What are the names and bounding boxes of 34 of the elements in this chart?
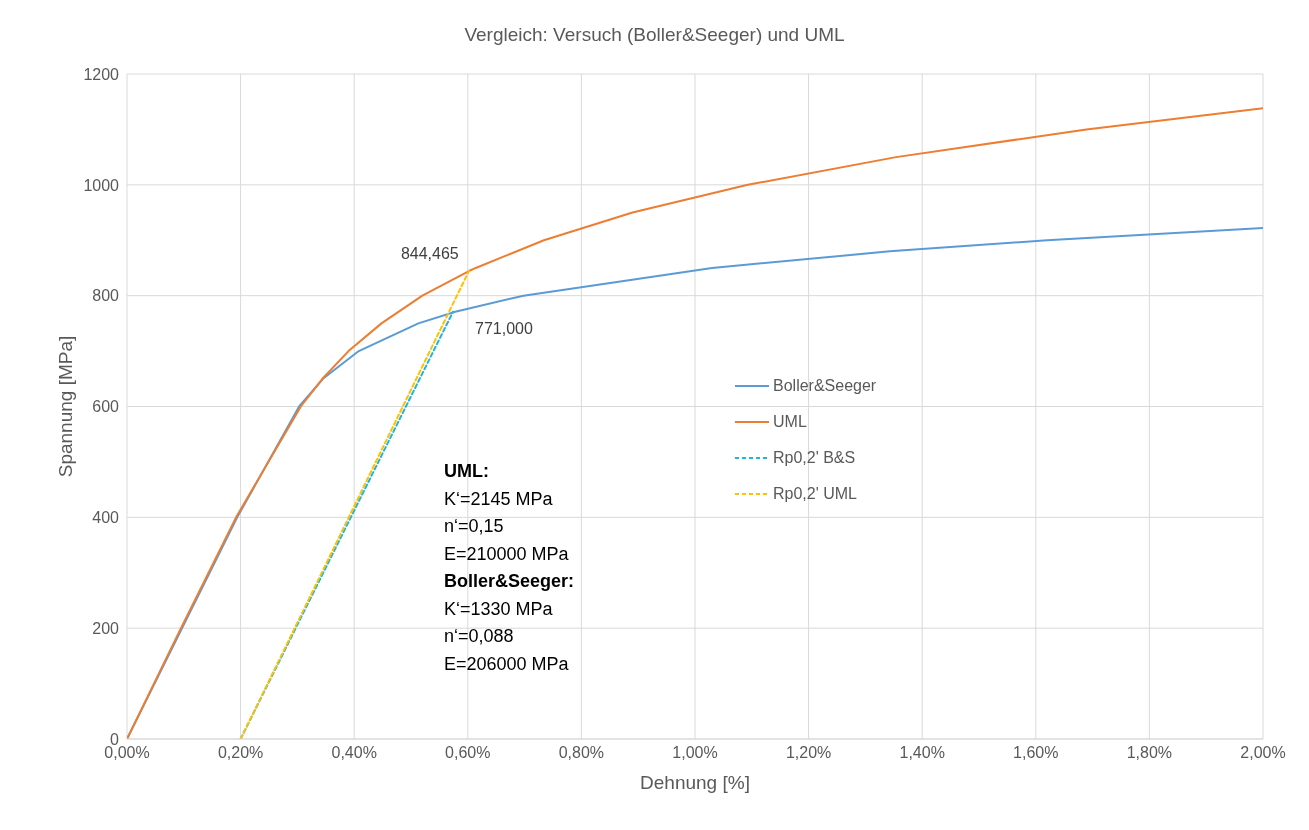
annotation: Boller&Seeger: xyxy=(444,570,575,593)
x-tick-label: 0,40% xyxy=(331,744,377,762)
y-tick-label: 200 xyxy=(92,619,120,637)
annotation: n‘=0,088 xyxy=(444,625,515,648)
x-tick-label: 1,40% xyxy=(899,744,945,762)
y-tick-label: 800 xyxy=(92,287,120,305)
annotation: UML: xyxy=(444,460,490,483)
x-tick-label: 2,00% xyxy=(1240,744,1286,762)
data-label: 771,000 xyxy=(475,319,533,337)
x-tick-label: 0,80% xyxy=(558,744,605,762)
x-tick-label: 0,20% xyxy=(217,744,264,762)
annotation: K‘=2145 MPa xyxy=(444,487,554,511)
annotation: n‘=0,15 xyxy=(444,515,505,538)
x-tick-label: 1,80% xyxy=(1126,744,1173,762)
legend-label: Rp0,2' UML xyxy=(773,485,857,503)
annotation: E=206000 MPa xyxy=(444,652,570,676)
x-axis-title: Dehnung [%] xyxy=(640,772,750,793)
y-tick-label: 1200 xyxy=(83,65,120,83)
x-tick-label: 0,00% xyxy=(104,744,150,762)
y-tick-label: 600 xyxy=(92,398,120,416)
y-tick-label: 400 xyxy=(92,509,120,527)
y-axis-title: Spannung [MPa] xyxy=(54,335,76,478)
x-tick-label: 1,20% xyxy=(785,744,832,762)
x-tick-label: 1,60% xyxy=(1013,744,1059,762)
legend-label: Boller&Seeger xyxy=(773,377,877,395)
legend-label: UML xyxy=(773,413,807,431)
chart-title: Vergleich: Versuch (Boller&Seeger) und UML xyxy=(463,24,846,46)
y-tick-label: 1000 xyxy=(83,176,120,194)
annotation: E=210000 MPa xyxy=(444,542,570,566)
x-tick-label: 0,60% xyxy=(445,744,491,762)
x-tick-label: 1,00% xyxy=(672,744,718,762)
data-label: 844,465 xyxy=(400,245,459,263)
annotation: K‘=1330 MPa xyxy=(444,597,554,621)
legend-label: Rp0,2' B&S xyxy=(773,449,856,467)
